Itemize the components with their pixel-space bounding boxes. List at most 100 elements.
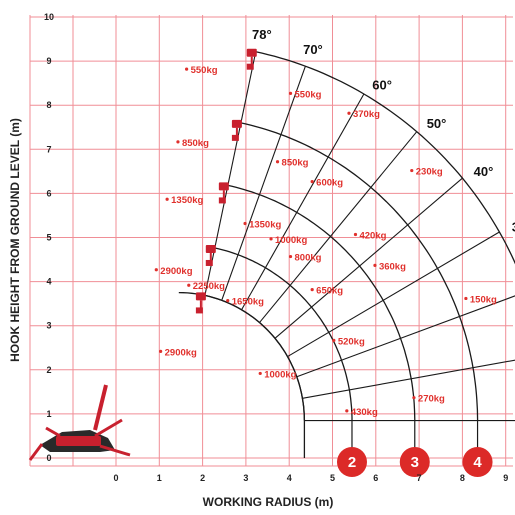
outrigger-leg — [99, 444, 131, 457]
section-badge-label: 4 — [473, 454, 482, 471]
boom-angle-line — [287, 231, 500, 358]
y-tick-label: 10 — [44, 12, 54, 22]
hook-block-icons — [195, 48, 257, 314]
y-tick-label: 5 — [46, 233, 51, 243]
load-marker — [288, 254, 293, 259]
y-tick-label: 3 — [46, 321, 51, 331]
load-label: 2250kg — [193, 281, 225, 292]
outrigger-leg — [94, 418, 123, 438]
angle-label: 40° — [474, 164, 494, 179]
load-label: 430kg — [351, 407, 378, 418]
load-marker — [258, 371, 262, 376]
load-marker — [310, 288, 314, 292]
y-tick-label: 1 — [46, 409, 51, 419]
load-label: 230kg — [416, 167, 443, 178]
load-marker — [288, 91, 293, 95]
boom-length-arc — [214, 247, 353, 421]
section-badge-label: 3 — [411, 454, 419, 471]
angle-label: 60° — [372, 77, 392, 92]
x-tick-label: 6 — [373, 473, 378, 483]
load-marker — [165, 197, 169, 201]
load-label: 1650kg — [232, 297, 264, 308]
boom-angle-line — [241, 93, 365, 311]
load-label: 850kg — [182, 138, 209, 149]
hook-weight — [205, 259, 213, 266]
hook-block-icon — [246, 48, 257, 57]
y-axis-title: HOOK HEIGHT FROM GROUND LEVEL (m) — [8, 118, 22, 362]
y-tick-label: 6 — [46, 188, 51, 198]
section-badge-label: 2 — [348, 454, 356, 471]
load-label: 1000kg — [264, 369, 296, 380]
load-marker — [159, 349, 163, 353]
load-label: 2900kg — [165, 347, 197, 358]
load-marker — [332, 338, 336, 342]
boom-angle-line — [302, 359, 515, 399]
angle-label: 30° — [512, 219, 515, 234]
boom-length-arc — [240, 122, 479, 421]
load-label: 270kg — [418, 394, 445, 405]
boom-length-arc — [227, 184, 416, 421]
load-label: 370kg — [353, 109, 380, 120]
load-label: 550kg — [191, 65, 218, 76]
x-tick-label: 5 — [330, 473, 335, 483]
hook-weight — [231, 134, 239, 141]
x-tick-label: 0 — [113, 473, 118, 483]
y-tick-label: 7 — [46, 144, 51, 154]
load-marker — [187, 283, 191, 287]
load-label: 1350kg — [171, 195, 203, 206]
load-marker — [410, 168, 414, 173]
section-badge — [336, 447, 367, 477]
load-label: 1350kg — [249, 219, 281, 230]
y-tick-label: 9 — [46, 56, 51, 66]
boom-angle-line — [259, 131, 418, 323]
load-marker — [269, 237, 273, 241]
load-marker — [345, 409, 349, 413]
load-marker — [154, 268, 158, 272]
section-badge — [462, 447, 493, 477]
x-tick-label: 1 — [157, 473, 162, 483]
hook-weight — [246, 63, 254, 70]
y-tick-label: 2 — [46, 365, 51, 375]
axis-ticks: 0 1 2 3 4 5 6 7 8 9 0 1 2 3 4 5 6 7 8 9 10 — [44, 12, 508, 483]
boom-angle-line — [274, 177, 463, 339]
boom-angle-line — [221, 66, 306, 301]
hook-block-icon — [231, 119, 242, 128]
x-tick-label: 7 — [417, 473, 422, 483]
hook-weight — [218, 197, 226, 204]
load-labels: 550kg 550kg 370kg 850kg 850kg 600kg 230kg 1350k… — [154, 65, 497, 418]
load-label: 600kg — [316, 178, 343, 189]
load-marker — [185, 67, 189, 71]
crane-track — [56, 436, 101, 446]
load-marker — [243, 221, 247, 226]
y-tick-label: 0 — [46, 453, 51, 463]
hook-block-icon — [195, 292, 206, 301]
angle-label: 70° — [303, 42, 323, 57]
inner-envelope-curve — [178, 291, 306, 458]
load-marker — [226, 299, 230, 303]
spider-crane-icon — [28, 384, 131, 461]
x-tick-label: 2 — [200, 473, 205, 483]
boom-angle-line — [204, 51, 257, 296]
x-tick-label: 8 — [460, 473, 465, 483]
outrigger-leg — [45, 426, 61, 438]
hook-block-icon — [218, 182, 229, 191]
y-tick-label: 4 — [46, 277, 51, 287]
y-tick-label: 8 — [46, 100, 51, 110]
x-axis-title: WORKING RADIUS (m) — [203, 495, 334, 509]
load-marker — [464, 296, 468, 301]
load-label: 650kg — [316, 286, 343, 297]
load-marker — [373, 263, 377, 267]
load-marker — [412, 396, 416, 400]
load-label: 420kg — [359, 231, 386, 242]
load-label: 850kg — [282, 158, 309, 169]
load-marker — [275, 160, 280, 164]
x-tick-label: 3 — [243, 473, 248, 483]
load-label: 2900kg — [160, 266, 192, 277]
load-label: 150kg — [470, 294, 497, 305]
hook-block-icon — [205, 244, 216, 253]
load-marker — [176, 140, 180, 144]
x-tick-label: 4 — [287, 473, 292, 483]
angle-label: 78° — [252, 27, 272, 42]
